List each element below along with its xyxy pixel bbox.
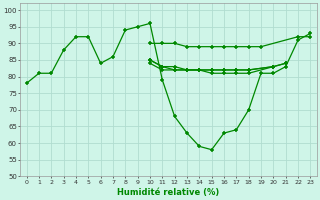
X-axis label: Humidité relative (%): Humidité relative (%) bbox=[117, 188, 220, 197]
